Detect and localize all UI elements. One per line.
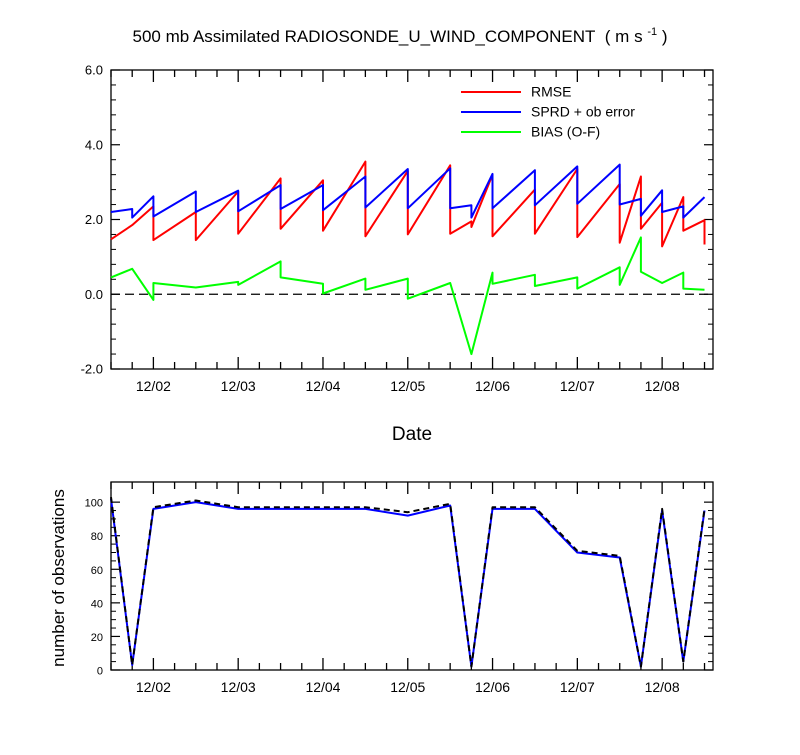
top-x-tick-label: 12/04	[305, 378, 340, 394]
top-plot: -2.00.02.04.06.0 12/02 12/03 12/04 12/05 12/…	[81, 63, 714, 445]
chart-legend: RMSE SPRD + ob error BIAS (O-F)	[461, 84, 635, 140]
top-x-tick-label: 12/02	[136, 378, 171, 394]
top-x-axis: 12/02 12/03 12/04 12/05 12/06 12/07 12/08	[110, 70, 706, 394]
bottom-x-tick-label: 12/05	[390, 679, 425, 695]
bottom-x-tick-label: 12/06	[475, 679, 510, 695]
top-x-tick-label: 12/08	[645, 378, 680, 394]
x-axis-title: Date	[392, 424, 432, 445]
top-series-rmse	[110, 160, 706, 248]
top-series-sprd-ob-error	[110, 163, 706, 219]
legend-label: SPRD + ob error	[531, 104, 635, 120]
top-y-tick-label: 4.0	[85, 137, 103, 152]
chart-title: 500 mb Assimilated RADIOSONDE_U_WIND_COM…	[132, 20, 667, 46]
bottom-y-tick-label: 80	[91, 531, 103, 543]
bottom-y-tick-label: 100	[85, 498, 103, 510]
legend-label: BIAS (O-F)	[531, 124, 600, 140]
top-y-tick-label: 6.0	[85, 63, 103, 78]
chart-title-text: 500 mb Assimilated RADIOSONDE_U_WIND_COM…	[132, 27, 595, 46]
bottom-series-used	[110, 498, 706, 668]
top-series-bias-o-f	[110, 236, 705, 356]
chart-title-units: ( m s	[605, 27, 643, 46]
bottom-x-axis: 12/02 12/03 12/04 12/05 12/06 12/07 12/08	[110, 482, 706, 695]
bottom-x-tick-label: 12/08	[645, 679, 680, 695]
top-y-tick-label: -2.0	[81, 362, 103, 377]
bottom-y-axis: 0 20 40 60 80 100	[85, 498, 713, 678]
bottom-x-tick-label: 12/02	[136, 679, 171, 695]
bottom-x-tick-label: 12/07	[560, 679, 595, 695]
bottom-y-tick-label: 40	[91, 598, 103, 610]
bottom-y-tick-label: 60	[91, 565, 103, 577]
bottom-y-axis-title: number of observations	[49, 489, 68, 667]
bottom-x-tick-label: 12/03	[221, 679, 256, 695]
chart-title-units-exponent: -1	[647, 26, 657, 38]
bottom-series-possible	[110, 496, 706, 668]
bottom-x-tick-label: 12/04	[305, 679, 340, 695]
bottom-series-group	[110, 496, 706, 668]
bottom-plot-frame	[110, 481, 714, 671]
top-x-tick-label: 12/07	[560, 378, 595, 394]
legend-label: RMSE	[531, 84, 571, 100]
top-y-tick-label: 0.0	[85, 287, 103, 302]
bottom-y-tick-label: 20	[91, 632, 103, 644]
chart-title-units-close: )	[662, 27, 668, 46]
bottom-y-tick-label: 0	[97, 666, 103, 678]
top-y-tick-label: 2.0	[85, 212, 103, 227]
top-x-tick-label: 12/06	[475, 378, 510, 394]
top-x-tick-label: 12/03	[221, 378, 256, 394]
top-x-tick-label: 12/05	[390, 378, 425, 394]
top-series-group	[110, 160, 706, 356]
